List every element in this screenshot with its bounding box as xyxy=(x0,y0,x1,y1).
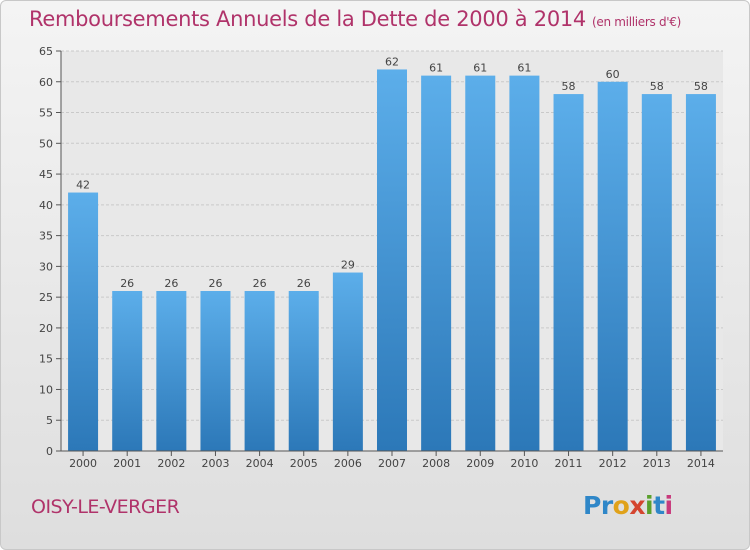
x-tick-label: 2000 xyxy=(69,457,97,470)
bar-value-label: 26 xyxy=(120,277,134,290)
x-tick-label: 2006 xyxy=(334,457,362,470)
y-tick-label: 30 xyxy=(39,260,53,273)
chart-unit: (en milliers d'€) xyxy=(592,15,682,29)
x-tick-label: 2014 xyxy=(687,457,715,470)
bar xyxy=(112,291,143,451)
bar xyxy=(156,291,187,451)
chart-title: Remboursements Annuels de la Dette de 20… xyxy=(29,7,681,31)
bar xyxy=(509,75,540,451)
logo-part: x xyxy=(629,491,645,520)
y-tick-label: 0 xyxy=(46,445,53,458)
x-tick-label: 2002 xyxy=(157,457,185,470)
logo-part: i xyxy=(644,491,654,520)
logo-part: o xyxy=(612,491,630,520)
y-tick-label: 35 xyxy=(39,230,53,243)
bar-value-label: 62 xyxy=(385,55,399,68)
bar-value-label: 42 xyxy=(76,179,90,192)
bar-value-label: 58 xyxy=(650,80,664,93)
bar-value-label: 26 xyxy=(253,277,267,290)
bar-value-label: 61 xyxy=(429,62,443,75)
proxiti-logo: Proxiti xyxy=(583,491,673,520)
y-tick-label: 50 xyxy=(39,137,53,150)
x-tick-label: 2001 xyxy=(113,457,141,470)
x-tick-label: 2008 xyxy=(422,457,450,470)
y-tick-label: 45 xyxy=(39,168,53,181)
bar xyxy=(553,94,584,452)
y-tick-label: 40 xyxy=(39,199,53,212)
bar xyxy=(377,69,407,451)
x-tick-label: 2010 xyxy=(510,457,538,470)
x-tick-label: 2012 xyxy=(599,457,627,470)
y-tick-label: 20 xyxy=(39,322,53,335)
y-tick-label: 65 xyxy=(39,45,53,58)
y-tick-label: 60 xyxy=(39,76,53,89)
bar-value-label: 61 xyxy=(473,62,487,75)
bar xyxy=(421,75,452,451)
bar-value-label: 60 xyxy=(606,68,620,81)
logo-part: t xyxy=(653,491,665,520)
x-tick-label: 2009 xyxy=(466,457,494,470)
bar xyxy=(597,81,628,452)
bar-value-label: 26 xyxy=(208,277,222,290)
bar-value-label: 58 xyxy=(562,80,576,93)
logo-part: Pr xyxy=(583,491,613,520)
chart-title-text: Remboursements Annuels de la Dette de 20… xyxy=(29,7,586,31)
bar-value-label: 29 xyxy=(341,259,355,272)
x-tick-label: 2004 xyxy=(246,457,274,470)
x-tick-label: 2011 xyxy=(555,457,583,470)
y-tick-label: 25 xyxy=(39,291,53,304)
bar xyxy=(288,291,319,451)
y-tick-label: 55 xyxy=(39,107,53,120)
x-tick-label: 2003 xyxy=(201,457,229,470)
bar xyxy=(332,272,363,451)
bar-value-label: 26 xyxy=(164,277,178,290)
bar-value-label: 58 xyxy=(694,80,708,93)
bar-value-label: 26 xyxy=(297,277,311,290)
bar xyxy=(68,192,99,452)
y-tick-label: 5 xyxy=(46,414,53,427)
x-tick-label: 2005 xyxy=(290,457,318,470)
y-tick-label: 15 xyxy=(39,353,53,366)
bar xyxy=(244,291,275,451)
x-tick-label: 2007 xyxy=(378,457,406,470)
bar xyxy=(465,75,496,451)
city-name: OISY-LE-VERGER xyxy=(31,496,180,518)
bar xyxy=(685,94,716,452)
x-tick-label: 2013 xyxy=(643,457,671,470)
bar-value-label: 61 xyxy=(517,62,531,75)
logo-part: i xyxy=(664,491,674,520)
bar xyxy=(641,94,672,452)
bar xyxy=(200,291,231,451)
y-tick-label: 10 xyxy=(39,383,53,396)
